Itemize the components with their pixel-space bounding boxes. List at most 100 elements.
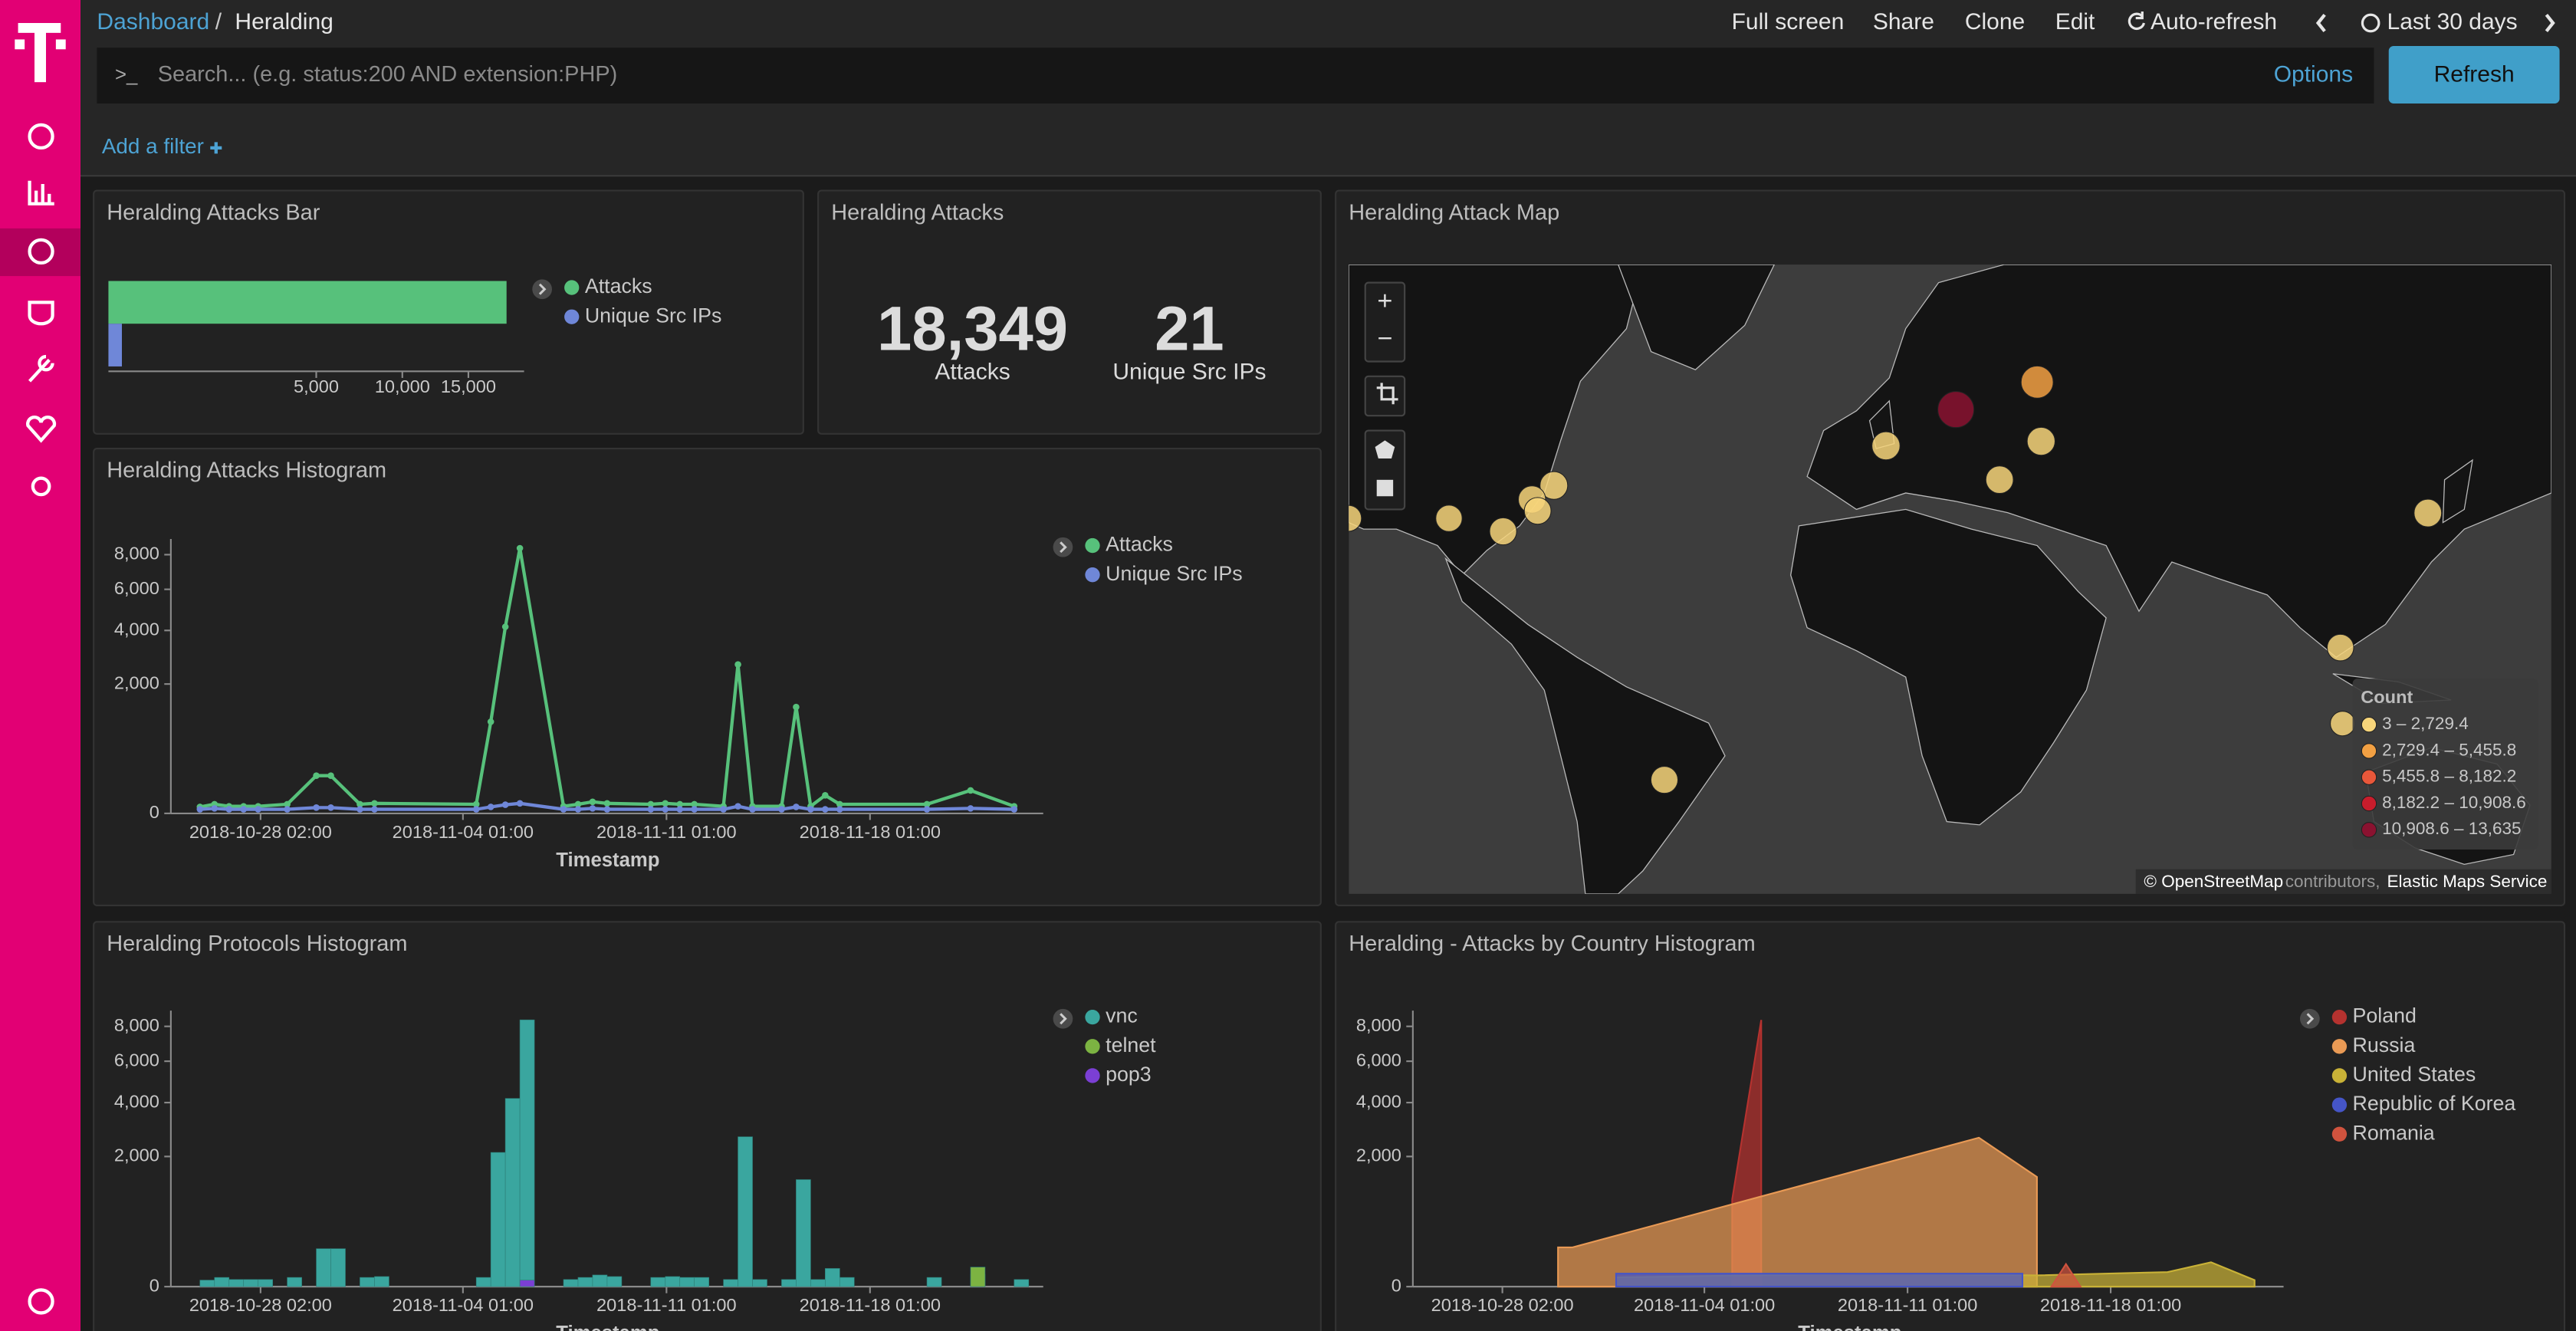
y-tick-label: 6,000 <box>114 1050 159 1070</box>
fit-bounds-button[interactable] <box>1364 375 1406 417</box>
point <box>603 800 611 807</box>
search-placeholder: Search... (e.g. status:200 AND extension… <box>158 62 618 87</box>
point <box>516 544 524 552</box>
y-tick-label: 2,000 <box>114 672 159 692</box>
nav-discover[interactable] <box>28 123 54 150</box>
point <box>836 800 843 808</box>
nav-timelion[interactable] <box>28 301 54 326</box>
map-point[interactable] <box>1435 504 1463 532</box>
legend-toggle[interactable] <box>1053 537 1073 557</box>
panel <box>93 921 1322 1331</box>
legend-label[interactable]: Attacks <box>1106 533 1173 556</box>
nav-dashboard[interactable] <box>28 238 54 265</box>
options-link[interactable]: Options <box>2274 62 2353 87</box>
bar <box>563 1279 579 1287</box>
attribution-text[interactable]: © OpenStreetMap <box>2144 872 2283 891</box>
draw-polygon[interactable] <box>1375 440 1395 458</box>
zoom-out[interactable]: − <box>1377 324 1392 353</box>
point <box>501 623 509 630</box>
map-point[interactable] <box>2026 426 2056 456</box>
bar <box>228 1279 245 1287</box>
legend-label[interactable]: Poland <box>2353 1004 2417 1027</box>
nav-visualize[interactable] <box>28 180 54 205</box>
map-point[interactable] <box>2413 498 2443 527</box>
map-point[interactable] <box>1650 766 1679 794</box>
map-point[interactable] <box>1489 517 1517 546</box>
menu-clone[interactable]: Clone <box>1965 9 2025 35</box>
nav-collapse[interactable] <box>28 1288 54 1315</box>
legend-toggle[interactable] <box>2300 1008 2320 1029</box>
bar <box>374 1276 389 1287</box>
add-filter[interactable]: Add a filter <box>102 134 204 158</box>
nav-management[interactable] <box>31 476 51 497</box>
menu-autorefresh[interactable]: Auto-refresh <box>2150 9 2277 35</box>
point <box>603 806 611 813</box>
panel-title: Heralding Attacks <box>831 200 1004 225</box>
map-attribution <box>2135 869 2551 894</box>
bar <box>810 1279 826 1287</box>
bar <box>108 281 507 324</box>
bar <box>243 1279 259 1287</box>
breadcrumb-link[interactable]: Dashboard <box>97 9 209 35</box>
legend-label[interactable]: Republic of Korea <box>2353 1092 2516 1115</box>
point <box>371 800 378 807</box>
menu-fullscreen[interactable]: Full screen <box>1732 9 1845 35</box>
search-input[interactable] <box>97 48 2374 104</box>
refresh-button[interactable] <box>2388 46 2560 104</box>
nav-monitoring[interactable] <box>26 415 57 443</box>
legend-label[interactable]: vnc <box>1106 1004 1138 1027</box>
map-point[interactable] <box>2326 633 2354 662</box>
map-point[interactable] <box>2330 711 2356 737</box>
legend-label[interactable]: Attacks <box>585 274 652 297</box>
map-point[interactable] <box>1985 465 2014 495</box>
bar <box>738 1136 753 1287</box>
point <box>284 800 291 808</box>
bar <box>752 1279 767 1287</box>
point <box>472 806 480 813</box>
bar <box>839 1277 855 1287</box>
map-point[interactable] <box>1336 504 1362 532</box>
time-back[interactable] <box>2315 13 2326 33</box>
map-legend-label: 5,455.8 – 8,182.2 <box>2382 767 2516 786</box>
map-point[interactable] <box>1871 431 1901 461</box>
legend-label[interactable]: Romania <box>2353 1121 2435 1144</box>
point <box>691 800 698 808</box>
legend-label[interactable]: telnet <box>1106 1034 1156 1057</box>
menu-edit[interactable]: Edit <box>2055 9 2095 35</box>
panel-title: Heralding - Attacks by Country Histogram <box>1349 932 1755 956</box>
menu-share[interactable]: Share <box>1873 9 1934 35</box>
legend-label[interactable]: Russia <box>2353 1034 2416 1057</box>
menu-timepicker[interactable]: Last 30 days <box>2387 9 2518 35</box>
map-point[interactable] <box>2020 365 2054 399</box>
map-point[interactable] <box>1539 471 1569 500</box>
point <box>662 800 669 807</box>
active-nav <box>0 228 80 277</box>
time-forward[interactable] <box>2545 13 2555 33</box>
point <box>284 806 291 813</box>
legend-label[interactable]: pop3 <box>1106 1063 1152 1086</box>
panel-title: Heralding Attack Map <box>1349 200 1559 225</box>
legend-label[interactable]: Unique Src IPs <box>1106 562 1243 585</box>
y-tick-label: 0 <box>150 1275 159 1295</box>
nav-devtools[interactable] <box>28 354 54 383</box>
x-tick-label: 10,000 <box>375 376 430 396</box>
legend-toggle[interactable] <box>1053 1008 1073 1029</box>
legend-swatch <box>564 280 580 295</box>
draw-rectangle[interactable] <box>1376 479 1394 497</box>
map-point[interactable] <box>1523 497 1552 525</box>
legend-label[interactable]: Unique Src IPs <box>585 304 722 327</box>
bar <box>694 1277 709 1287</box>
legend-toggle[interactable] <box>532 279 552 300</box>
map-legend-swatch <box>2361 743 2377 759</box>
point <box>356 806 363 813</box>
attribution-text[interactable]: Elastic Maps Service <box>2387 872 2548 891</box>
point <box>327 804 334 811</box>
legend-label[interactable]: United States <box>2353 1063 2476 1086</box>
bar <box>316 1248 331 1287</box>
bar <box>475 1277 491 1287</box>
x-axis-title: Timestamp <box>556 1323 659 1331</box>
breadcrumb-separator: / <box>215 9 222 35</box>
map-point[interactable] <box>1937 391 1975 429</box>
zoom-in[interactable]: + <box>1377 286 1392 315</box>
logo[interactable] <box>15 23 66 83</box>
